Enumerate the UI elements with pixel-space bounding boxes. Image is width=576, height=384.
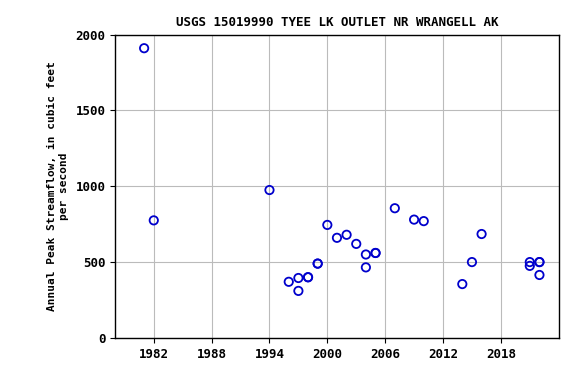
Point xyxy=(535,259,544,265)
Point xyxy=(149,217,158,223)
Point xyxy=(535,259,544,265)
Point xyxy=(410,217,419,223)
Point xyxy=(265,187,274,193)
Point xyxy=(467,259,476,265)
Point xyxy=(304,274,313,280)
Point xyxy=(477,231,486,237)
Title: USGS 15019990 TYEE LK OUTLET NR WRANGELL AK: USGS 15019990 TYEE LK OUTLET NR WRANGELL… xyxy=(176,16,498,29)
Y-axis label: Annual Peak Streamflow, in cubic feet
per second: Annual Peak Streamflow, in cubic feet pe… xyxy=(47,61,69,311)
Point xyxy=(323,222,332,228)
Point xyxy=(419,218,429,224)
Point xyxy=(525,263,535,269)
Point xyxy=(313,260,323,266)
Point xyxy=(139,45,149,51)
Point xyxy=(284,279,293,285)
Point xyxy=(294,275,303,281)
Point xyxy=(458,281,467,287)
Point xyxy=(371,250,380,256)
Point xyxy=(361,252,370,258)
Point xyxy=(390,205,399,211)
Point xyxy=(351,241,361,247)
Point xyxy=(361,264,370,270)
Point xyxy=(342,232,351,238)
Point xyxy=(304,274,313,280)
Point xyxy=(294,288,303,294)
Point xyxy=(371,250,380,256)
Point xyxy=(313,260,323,266)
Point xyxy=(535,272,544,278)
Point xyxy=(525,259,535,265)
Point xyxy=(332,235,342,241)
